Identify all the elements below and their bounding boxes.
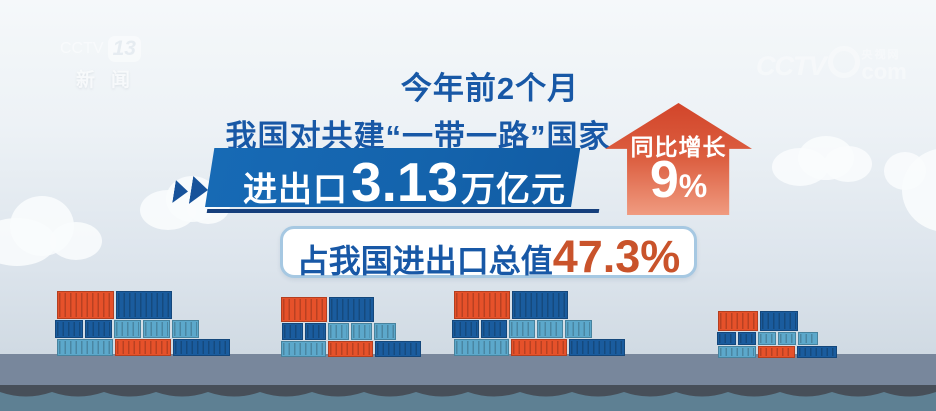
share-value: 47.3% (552, 231, 681, 282)
cctvcom-suffix: com (861, 58, 907, 84)
cargo-container (717, 332, 736, 345)
cargo-container (565, 320, 592, 338)
cargo-container (282, 323, 303, 340)
cargo-container (569, 339, 625, 356)
cargo-container (143, 320, 170, 338)
cctvcom-ring-icon (827, 46, 860, 78)
channel-13-badge: 13 (107, 36, 141, 62)
cargo-container (305, 323, 326, 340)
cargo-container (173, 339, 230, 356)
cargo-container (454, 291, 510, 319)
cargo-container (509, 320, 535, 338)
cargo-container (328, 341, 373, 357)
cargo-container (281, 341, 326, 357)
cargo-container (57, 291, 114, 319)
cargo-container (454, 339, 509, 356)
cargo-container (738, 332, 756, 345)
cargo-container (481, 320, 507, 338)
cargo-container (797, 346, 837, 358)
cargo-container (57, 339, 113, 356)
cargo-container (55, 320, 83, 338)
cargo-container (758, 346, 795, 358)
period-text: 今年前2个月 (400, 71, 580, 106)
cargo-container (511, 339, 567, 356)
cargo-container (329, 297, 374, 322)
wave-edge (0, 385, 936, 397)
dock (0, 354, 936, 386)
cargo-container (172, 320, 199, 338)
cargo-container (452, 320, 479, 338)
growth-value: 9% (605, 150, 752, 210)
cctvcom-site-name: 央视网 (861, 48, 901, 61)
cargo-container (351, 323, 372, 340)
growth-percent-number: 9 (649, 151, 679, 209)
cctv13-wordmark: CCTV (60, 40, 104, 57)
growth-label: 同比增长 (630, 134, 727, 160)
cargo-container (798, 332, 818, 345)
cctv13-news-label: 新闻 (76, 70, 147, 91)
cargo-container (374, 323, 396, 340)
cctvcom-wordmark: CCTV (756, 50, 826, 81)
cargo-container (778, 332, 796, 345)
share-label: 占我国进出口总值 (296, 243, 553, 279)
cargo-container (114, 320, 141, 338)
cargo-container (85, 320, 112, 338)
cargo-container (760, 311, 798, 331)
cctv13-logo: CCTV 13 新闻 (60, 36, 146, 92)
cargo-container (281, 297, 327, 322)
cargo-container (375, 341, 421, 357)
share-pill: 占我国进出口总值 47.3% (280, 226, 697, 282)
stat-value: 3.13 (351, 151, 459, 213)
stat-prefix: 进出口 (243, 171, 348, 209)
growth-percent-sign: % (678, 168, 708, 204)
cargo-container (718, 346, 756, 358)
stat-text: 进出口 3.13 万亿元 (243, 150, 566, 213)
cargo-container (328, 323, 349, 340)
cargo-container (115, 339, 171, 356)
cargo-container (512, 291, 568, 319)
stat-unit: 万亿元 (461, 171, 567, 209)
cargo-container (116, 291, 172, 319)
cargo-container (718, 311, 758, 331)
cctvcom-logo: CCTV 央视网 com (756, 46, 907, 86)
cargo-container (758, 332, 776, 345)
cargo-container (537, 320, 563, 338)
